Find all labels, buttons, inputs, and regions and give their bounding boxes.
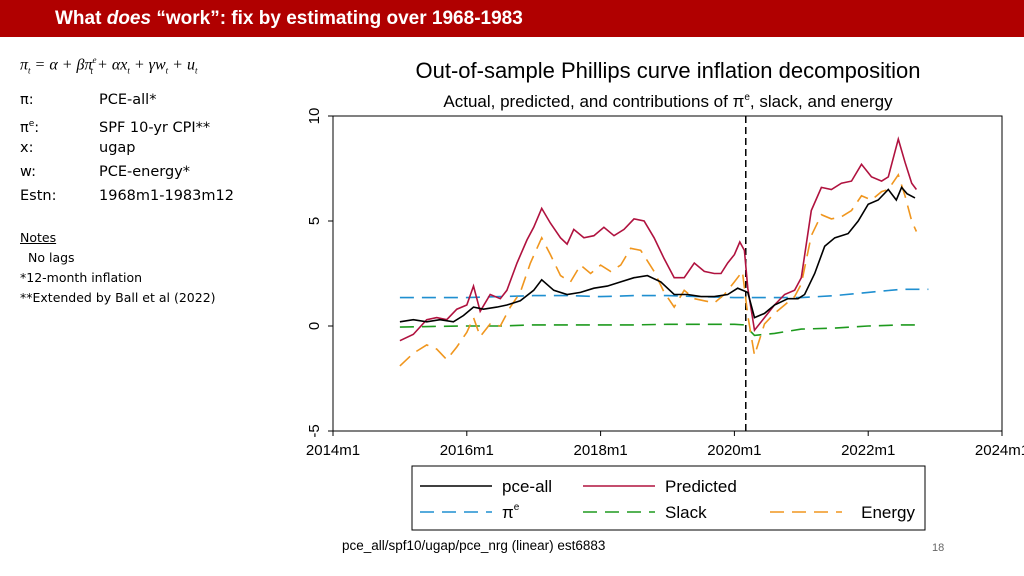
legend-box	[411, 465, 926, 531]
chart-subtitle: Actual, predicted, and contributions of …	[443, 92, 893, 111]
definition-row: πe: SPF 10-yr CPI**	[20, 119, 211, 136]
definition-row: π: PCE-all*	[20, 92, 157, 108]
x-tick-label: 2022m1	[841, 442, 895, 459]
chart-title: Out-of-sample Phillips curve inflation d…	[415, 58, 920, 83]
legend-label: Predicted	[665, 477, 737, 496]
x-axis: 2014m1 2016m1 2018m1 2020m1 2022m1 2024m1	[306, 431, 1024, 459]
legend-label: pce-all	[502, 477, 552, 496]
note-line: No lags	[28, 250, 75, 265]
x-tick-label: 2020m1	[707, 442, 761, 459]
note-line: *12-month inflation	[20, 270, 143, 285]
x-tick-label: 2024m1	[975, 442, 1024, 459]
series-line-pceall	[399, 185, 916, 323]
series-line-predicted	[399, 136, 918, 342]
definition-row: x: ugap	[20, 140, 136, 156]
y-axis: -5 0 5 10	[306, 108, 333, 438]
slide-title: What does “work”: fix by estimating over…	[55, 8, 523, 29]
y-tick-label: -5	[306, 424, 323, 437]
series-group	[399, 116, 929, 431]
variable-definitions: π: PCE-all* πe: SPF 10-yr CPI** x: ugap w: P…	[20, 88, 234, 208]
x-tick-label: 2014m1	[306, 442, 360, 459]
phillips-equation: πt = α + βπet + αxt + γwt + ut	[20, 55, 198, 76]
definition-row: w: PCE-energy*	[20, 164, 191, 180]
x-tick-label: 2016m1	[440, 442, 494, 459]
y-tick-label: 0	[306, 322, 323, 330]
plot-frame	[332, 115, 1003, 432]
note-line: **Extended by Ball et al (2022)	[20, 290, 216, 305]
legend: pce-all Predicted πe Slack Energy	[420, 477, 915, 522]
series-line-energy	[399, 172, 918, 367]
page-number: 18	[932, 542, 945, 554]
legend-label: Slack	[665, 503, 707, 522]
legend-label: πe	[502, 502, 520, 522]
notes: Notes No lags *12-month inflation **Exte…	[20, 228, 216, 308]
x-tick-label: 2018m1	[573, 442, 627, 459]
notes-title: Notes	[20, 230, 57, 245]
title-bar: What does “work”: fix by estimating over…	[0, 0, 1024, 37]
footer-note: pce_all/spf10/ugap/pce_nrg (linear) est6…	[342, 538, 606, 553]
y-tick-label: 10	[306, 108, 323, 125]
y-tick-label: 5	[306, 217, 323, 225]
definition-row: Estn: 1968m1-1983m12	[20, 188, 234, 204]
legend-label: Energy	[861, 503, 915, 522]
